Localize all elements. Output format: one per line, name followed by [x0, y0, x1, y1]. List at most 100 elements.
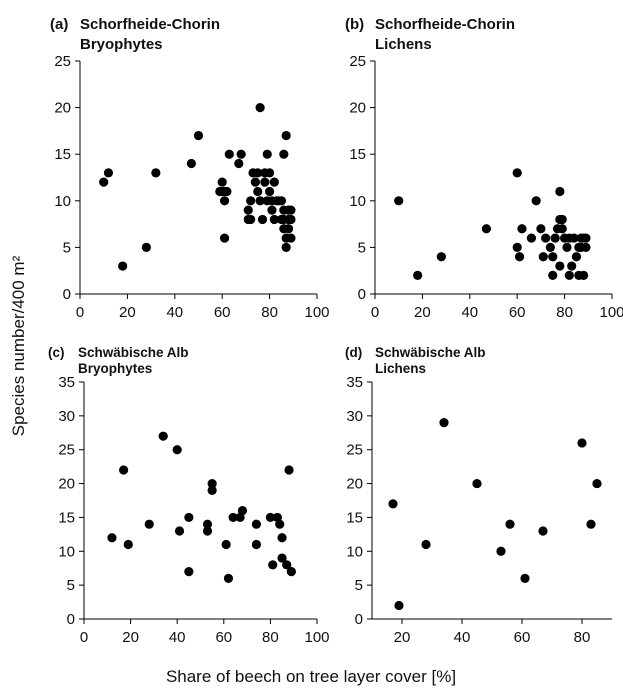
data-point — [243, 205, 253, 215]
y-tick-label: 35 — [346, 374, 363, 391]
data-point — [123, 539, 133, 550]
data-point — [505, 519, 515, 529]
data-point — [282, 560, 292, 570]
data-point — [193, 130, 204, 141]
data-point — [284, 465, 294, 475]
x-tick-label: 0 — [76, 304, 84, 321]
x-tick-label: 60 — [509, 304, 526, 321]
data-point — [281, 242, 291, 252]
data-point — [286, 214, 296, 225]
y-tick-label: 20 — [58, 476, 75, 493]
y-tick-label: 35 — [58, 374, 75, 391]
x-axis-title: Share of beech on tree layer cover [%] — [166, 667, 456, 686]
data-point — [276, 196, 287, 206]
data-point — [262, 149, 272, 159]
data-point — [236, 149, 246, 159]
x-tick-label: 20 — [394, 629, 411, 646]
panel-subtitle: Lichens — [375, 36, 432, 53]
data-point — [394, 600, 404, 611]
data-point — [221, 539, 231, 550]
data-point — [246, 214, 256, 225]
data-point — [531, 196, 541, 206]
data-point — [283, 224, 294, 234]
data-point — [202, 526, 213, 536]
y-tick-label: 30 — [58, 408, 75, 425]
y-tick-label: 5 — [355, 577, 363, 594]
data-point — [277, 533, 287, 543]
y-tick-label: 15 — [349, 146, 366, 163]
y-tick-label: 20 — [349, 100, 366, 117]
data-point — [99, 177, 109, 187]
data-point — [472, 478, 482, 489]
panel-subtitle: Lichens — [375, 361, 426, 376]
data-point — [538, 526, 548, 536]
data-point — [172, 445, 182, 455]
data-point — [265, 186, 275, 197]
data-point — [257, 214, 268, 225]
data-point — [207, 478, 217, 489]
data-point — [207, 485, 217, 495]
data-point — [557, 224, 567, 234]
data-point — [223, 573, 234, 583]
data-point — [184, 567, 194, 577]
x-tick-label: 20 — [122, 629, 139, 646]
x-tick-label: 100 — [599, 304, 623, 321]
y-tick-label: 15 — [54, 146, 71, 163]
data-point — [151, 168, 161, 178]
data-point — [545, 242, 555, 252]
data-point — [237, 506, 248, 516]
data-point — [265, 168, 275, 178]
y-tick-label: 25 — [349, 53, 366, 70]
data-point — [103, 168, 114, 178]
y-tick-label: 25 — [346, 442, 363, 459]
data-point — [186, 158, 196, 169]
y-tick-label: 20 — [54, 100, 71, 117]
panel-label: (b) — [345, 16, 364, 33]
x-tick-label: 0 — [80, 629, 88, 646]
x-tick-label: 60 — [214, 304, 231, 321]
data-point — [550, 233, 560, 243]
data-point — [394, 196, 404, 206]
panel-label: (d) — [345, 345, 362, 360]
data-point — [251, 539, 262, 550]
data-point — [158, 431, 168, 441]
data-point — [520, 573, 530, 583]
data-point — [286, 205, 296, 215]
x-tick-label: 40 — [169, 629, 186, 646]
y-tick-label: 15 — [58, 509, 75, 526]
data-point — [436, 252, 446, 262]
data-point — [578, 270, 589, 280]
y-tick-label: 5 — [63, 239, 71, 256]
y-tick-label: 10 — [54, 193, 71, 210]
data-point — [548, 252, 558, 262]
data-point — [253, 186, 263, 197]
panel-label: (c) — [48, 345, 65, 360]
panel-title: Schwäbische Alb — [375, 345, 486, 360]
data-point — [562, 242, 572, 252]
y-tick-label: 5 — [67, 577, 75, 594]
panel-title: Schorfheide-Chorin — [375, 16, 515, 33]
y-tick-label: 25 — [58, 442, 75, 459]
data-point — [253, 168, 263, 178]
data-point — [586, 519, 596, 529]
data-point — [569, 233, 579, 243]
data-point — [118, 261, 128, 271]
data-point — [421, 539, 431, 550]
data-point — [567, 261, 577, 271]
data-point — [581, 242, 591, 252]
data-point — [517, 224, 527, 234]
x-tick-label: 20 — [414, 304, 431, 321]
data-point — [107, 533, 117, 543]
data-point — [413, 270, 423, 280]
data-point — [268, 560, 278, 570]
y-tick-label: 20 — [346, 476, 363, 493]
data-point — [255, 196, 265, 206]
data-point — [275, 519, 285, 529]
data-point — [555, 261, 565, 271]
data-point — [267, 205, 277, 215]
data-point — [571, 252, 582, 262]
data-point — [219, 196, 230, 206]
panel-title: Schwäbische Alb — [78, 345, 189, 360]
